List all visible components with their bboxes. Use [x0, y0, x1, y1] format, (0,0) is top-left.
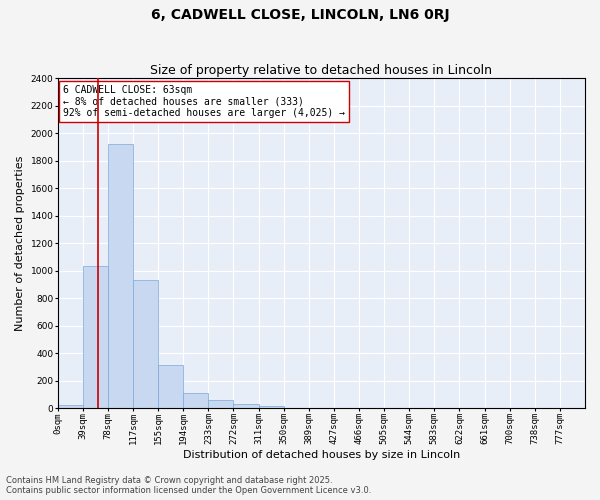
Bar	[208, 400, 233, 408]
Text: 6, CADWELL CLOSE, LINCOLN, LN6 0RJ: 6, CADWELL CLOSE, LINCOLN, LN6 0RJ	[151, 8, 449, 22]
Bar	[133, 280, 158, 408]
Bar	[259, 406, 284, 408]
Y-axis label: Number of detached properties: Number of detached properties	[15, 156, 25, 331]
Text: Contains HM Land Registry data © Crown copyright and database right 2025.
Contai: Contains HM Land Registry data © Crown c…	[6, 476, 371, 495]
Title: Size of property relative to detached houses in Lincoln: Size of property relative to detached ho…	[151, 64, 493, 77]
Bar	[183, 393, 208, 408]
Bar	[58, 406, 83, 408]
Text: 6 CADWELL CLOSE: 63sqm
← 8% of detached houses are smaller (333)
92% of semi-det: 6 CADWELL CLOSE: 63sqm ← 8% of detached …	[63, 85, 345, 118]
Bar	[108, 144, 133, 408]
Bar	[233, 404, 259, 408]
Bar	[158, 366, 183, 408]
X-axis label: Distribution of detached houses by size in Lincoln: Distribution of detached houses by size …	[183, 450, 460, 460]
Bar	[83, 266, 108, 408]
